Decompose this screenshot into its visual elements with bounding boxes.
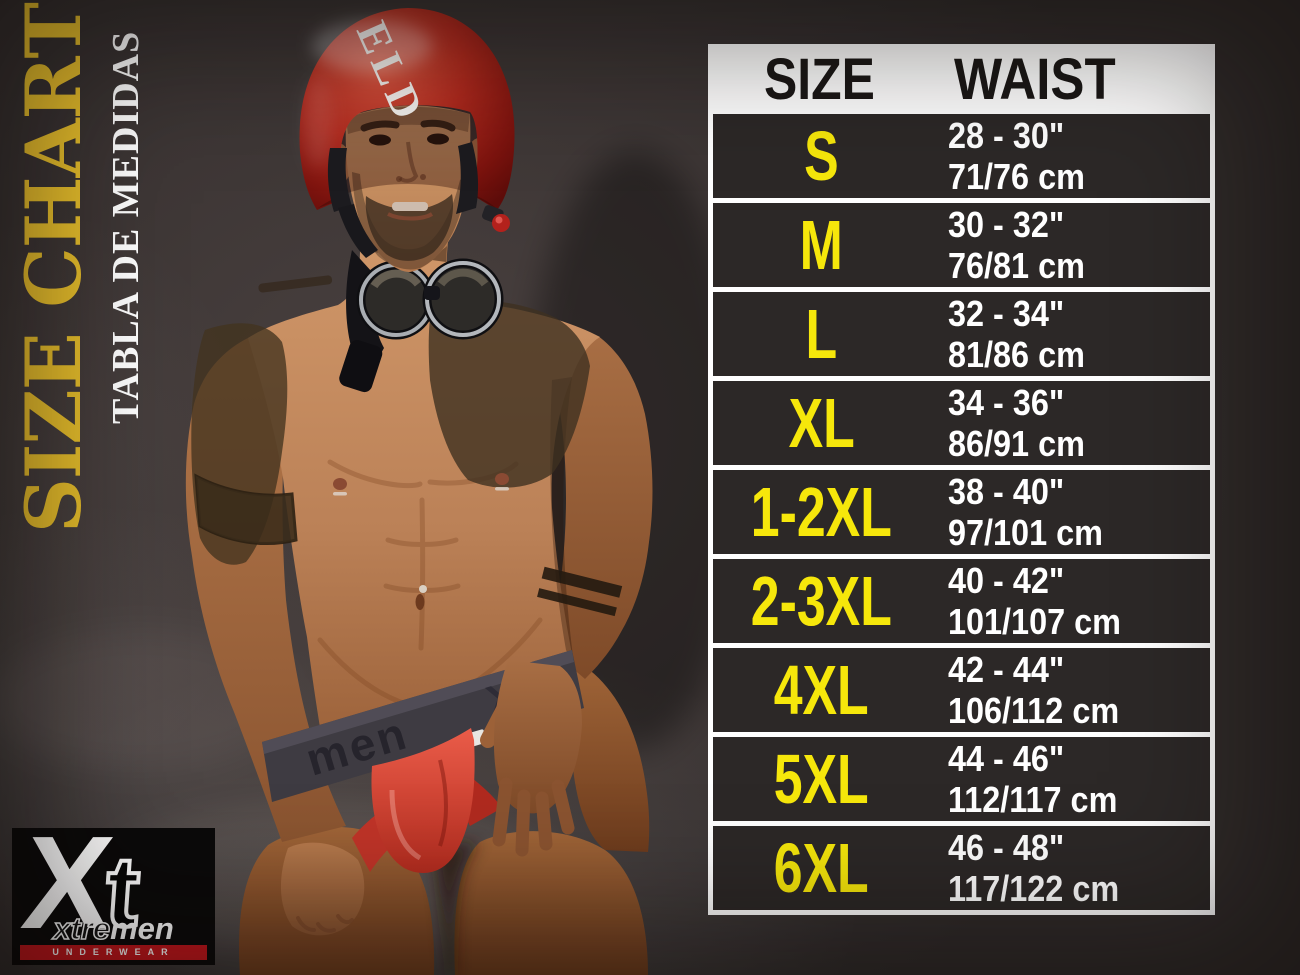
table-row: 5XL 44 - 46" 112/117 cm [713, 737, 1210, 821]
table-row: XL 34 - 36" 86/91 cm [713, 381, 1210, 465]
table-row: 1-2XL 38 - 40" 97/101 cm [713, 470, 1210, 554]
logo-underwear-bar: UNDERWEAR [20, 945, 207, 960]
waist-cell: 42 - 44" 106/112 cm [948, 649, 1120, 731]
page-subtitle: TABLA DE MEDIDAS [105, 30, 147, 424]
size-cell: 6XL [773, 829, 869, 907]
helmet-knob [492, 214, 510, 232]
logo-xtre: xtre [52, 911, 111, 946]
page-title: SIZE CHART [9, 3, 98, 533]
size-cell: S [804, 117, 839, 195]
column-header-size: SIZE [763, 46, 875, 112]
size-cell: 5XL [773, 740, 869, 818]
logo-men: men [110, 911, 174, 946]
table-row: M 30 - 32" 76/81 cm [713, 203, 1210, 287]
model-face [345, 105, 471, 272]
body-details [333, 473, 509, 610]
table-row: S 28 - 30" 71/76 cm [713, 114, 1210, 198]
size-chart-table: SIZE WAIST S 28 - 30" 71/76 cm M 30 - 32"… [708, 44, 1215, 915]
table-header: SIZE WAIST [708, 44, 1215, 114]
waist-cell: 34 - 36" 86/91 cm [948, 382, 1085, 464]
size-cell: L [805, 295, 838, 373]
waist-cell: 32 - 34" 81/86 cm [948, 293, 1085, 375]
waist-cell: 40 - 42" 101/107 cm [948, 560, 1121, 642]
table-row: 6XL 46 - 48" 117/122 cm [713, 826, 1210, 910]
table-row: 2-3XL 40 - 42" 101/107 cm [713, 559, 1210, 643]
tattoos [191, 275, 623, 617]
waist-cell: 46 - 48" 117/122 cm [948, 827, 1120, 909]
table-row: L 32 - 34" 81/86 cm [713, 292, 1210, 376]
size-cell: 2-3XL [750, 562, 893, 640]
table-row: 4XL 42 - 44" 106/112 cm [713, 648, 1210, 732]
size-cell: 4XL [773, 651, 869, 729]
underwear-pouch [352, 728, 502, 873]
size-cell: XL [788, 384, 855, 462]
helmet: ELD [299, 8, 515, 258]
logo-brand-name: xtremen [12, 911, 215, 946]
table-body: S 28 - 30" 71/76 cm M 30 - 32" 76/81 cm L … [708, 114, 1215, 915]
model-left-hand [480, 660, 582, 857]
waist-cell: 38 - 40" 97/101 cm [948, 471, 1103, 553]
waist-cell: 44 - 46" 112/117 cm [948, 738, 1118, 820]
waist-cell: 30 - 32" 76/81 cm [948, 204, 1085, 286]
column-header-waist: WAIST [954, 46, 1116, 112]
size-cell: 1-2XL [750, 473, 893, 551]
size-cell: M [799, 206, 844, 284]
waist-cell: 28 - 30" 71/76 cm [948, 115, 1085, 197]
model-right-hand [280, 842, 365, 936]
xtremen-logo: X t xtremen UNDERWEAR [12, 809, 215, 965]
